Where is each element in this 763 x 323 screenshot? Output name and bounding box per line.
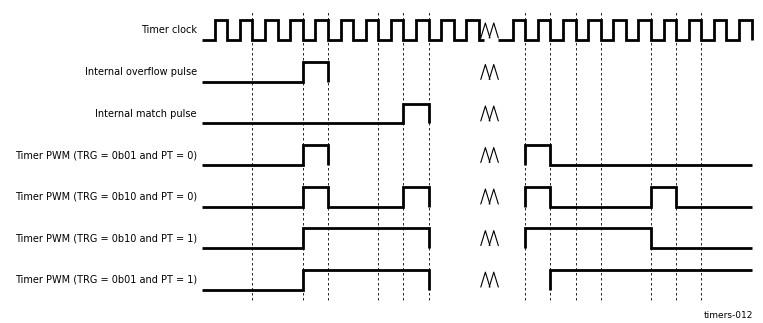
Text: Timer clock: Timer clock	[141, 26, 197, 36]
Text: Timer PWM (TRG = 0b10 and PT = 1): Timer PWM (TRG = 0b10 and PT = 1)	[14, 233, 197, 243]
Text: Timer PWM (TRG = 0b01 and PT = 1): Timer PWM (TRG = 0b01 and PT = 1)	[14, 275, 197, 285]
Text: Timer PWM (TRG = 0b10 and PT = 0): Timer PWM (TRG = 0b10 and PT = 0)	[14, 192, 197, 202]
Text: Internal overflow pulse: Internal overflow pulse	[85, 67, 197, 77]
Text: Internal match pulse: Internal match pulse	[95, 109, 197, 119]
Text: Timer PWM (TRG = 0b01 and PT = 0): Timer PWM (TRG = 0b01 and PT = 0)	[14, 150, 197, 160]
Text: timers-012: timers-012	[703, 311, 753, 320]
